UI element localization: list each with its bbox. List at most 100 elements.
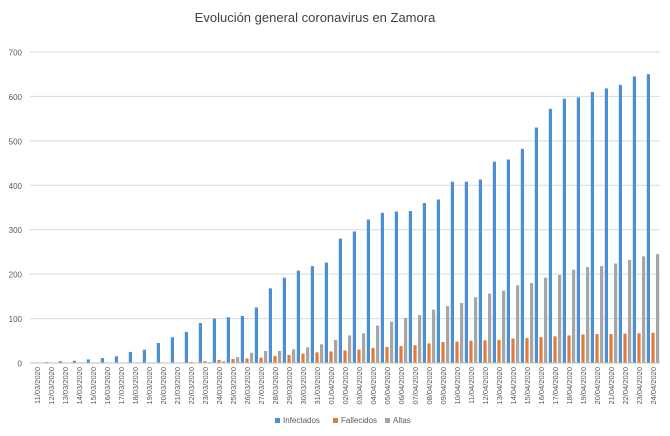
bar-fallecidos (315, 352, 318, 363)
bar-fallecidos (567, 335, 570, 363)
x-tick-label: 17/03/2020 (117, 367, 126, 405)
x-tick-label: 11/04/2020 (467, 367, 476, 404)
bar-infectados (577, 97, 580, 363)
y-tick-label: 400 (9, 182, 23, 191)
x-tick-label: 08/04/2020 (425, 367, 434, 405)
bar-altas (488, 294, 491, 363)
bar-infectados (199, 323, 202, 363)
y-tick-label: 100 (9, 315, 23, 324)
x-tick-label: 15/03/2020 (89, 367, 98, 405)
x-tick-label: 03/04/2020 (355, 367, 364, 405)
x-tick-label: 19/04/2020 (579, 367, 588, 405)
x-tick-label: 24/04/2020 (649, 367, 658, 405)
bar-altas (390, 322, 393, 363)
bar-fallecidos (413, 345, 416, 363)
bar-infectados (241, 316, 244, 363)
bar-fallecidos (581, 335, 584, 363)
bar-altas (432, 310, 435, 363)
bar-infectados (563, 99, 566, 363)
legend-swatch-fallecidos (333, 418, 338, 423)
bar-infectados (521, 149, 524, 363)
bar-infectados (507, 160, 510, 363)
x-tick-label: 21/03/2020 (173, 367, 182, 405)
bar-altas (558, 275, 561, 363)
bar-infectados (87, 359, 90, 363)
legend-label-altas: Altas (393, 416, 411, 425)
bar-altas (502, 291, 505, 363)
bar-infectados (479, 180, 482, 363)
x-tick-label: 17/04/2020 (551, 367, 560, 405)
bar-infectados (255, 307, 258, 363)
x-tick-label: 23/04/2020 (635, 367, 644, 405)
bar-infectados (591, 92, 594, 363)
bar-fallecidos (357, 350, 360, 363)
legend-swatch-altas (385, 418, 390, 423)
bar-infectados (437, 200, 440, 364)
x-tick-label: 22/03/2020 (187, 367, 196, 405)
bar-infectados (493, 162, 496, 363)
bar-fallecidos (469, 341, 472, 363)
bar-altas (460, 303, 463, 363)
bar-infectados (143, 350, 146, 363)
y-tick-label: 600 (9, 93, 23, 102)
x-tick-label: 02/04/2020 (341, 367, 350, 405)
x-tick-label: 25/03/2020 (229, 367, 238, 405)
bar-infectados (647, 74, 650, 363)
x-tick-label: 22/04/2020 (621, 367, 630, 405)
bar-fallecidos (273, 356, 276, 363)
bar-infectados (297, 271, 300, 363)
bar-infectados (535, 128, 538, 363)
bar-altas (656, 254, 659, 363)
bar-fallecidos (455, 342, 458, 363)
bar-infectados (171, 337, 174, 363)
bar-infectados (549, 109, 552, 363)
x-tick-label: 09/04/2020 (439, 367, 448, 405)
x-tick-label: 24/03/2020 (215, 367, 224, 405)
bar-altas (404, 318, 407, 363)
x-tick-label: 30/03/2020 (299, 367, 308, 405)
bar-altas (600, 266, 603, 363)
bar-infectados (325, 263, 328, 363)
y-tick-label: 0 (18, 360, 23, 369)
bar-fallecidos (399, 346, 402, 363)
bar-fallecidos (595, 334, 598, 363)
bar-infectados (605, 88, 608, 363)
x-tick-label: 16/03/2020 (103, 367, 112, 405)
x-tick-label: 13/04/2020 (495, 367, 504, 405)
bar-altas (306, 347, 309, 363)
x-tick-label: 11/03/2020 (33, 367, 42, 404)
bar-altas (544, 278, 547, 363)
chart-title: Evolución general coronavirus en Zamora (195, 10, 436, 25)
bar-infectados (633, 76, 636, 363)
bar-infectados (311, 266, 314, 363)
x-tick-label: 29/03/2020 (285, 367, 294, 405)
x-tick-label: 14/03/2020 (75, 367, 84, 405)
y-tick-label: 200 (9, 271, 23, 280)
bar-fallecidos (231, 359, 234, 363)
bar-altas (530, 283, 533, 363)
bar-infectados (423, 203, 426, 363)
bar-altas (614, 263, 617, 363)
y-tick-label: 700 (9, 49, 23, 58)
x-tick-label: 15/04/2020 (523, 367, 532, 405)
bar-infectados (339, 239, 342, 363)
bar-fallecidos (385, 347, 388, 363)
legend-label-infectados: Infectados (283, 416, 320, 425)
x-tick-label: 20/04/2020 (593, 367, 602, 405)
bar-infectados (451, 182, 454, 363)
x-tick-label: 31/03/2020 (313, 367, 322, 405)
bar-fallecidos (427, 343, 430, 363)
bar-fallecidos (623, 334, 626, 363)
bar-infectados (213, 319, 216, 363)
bar-infectados (185, 332, 188, 363)
y-tick-label: 300 (9, 226, 23, 235)
bar-altas (348, 335, 351, 363)
bars (31, 74, 659, 363)
bar-fallecidos (497, 340, 500, 363)
bar-fallecidos (329, 351, 332, 363)
bar-altas (376, 326, 379, 363)
